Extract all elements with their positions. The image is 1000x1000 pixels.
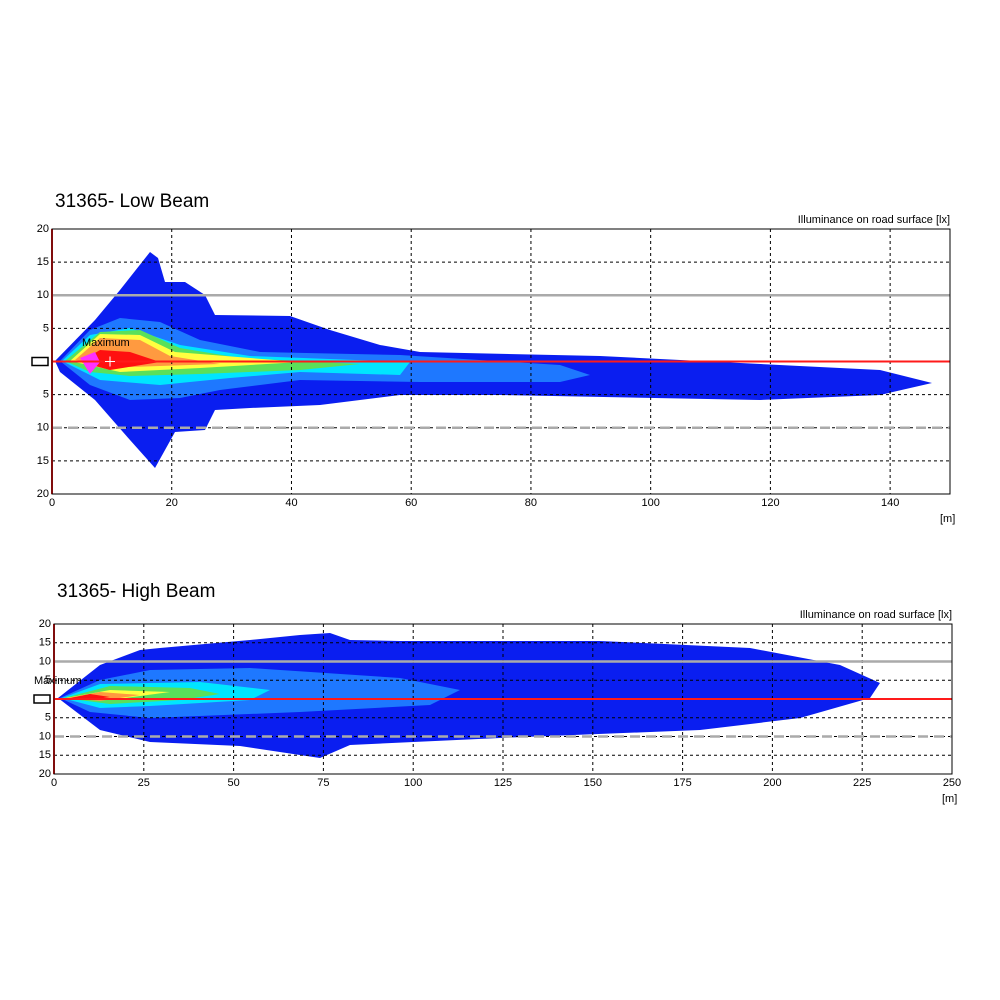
x-tick-label: 60 [405, 497, 417, 509]
caption: Illuminance on road surface [lx] [800, 609, 952, 621]
y-tick-label: 20 [39, 618, 51, 630]
y-tick-label: 5 [45, 674, 51, 686]
contour [58, 633, 880, 758]
y-tick-label: 20 [39, 768, 51, 780]
y-tick-label: 5 [45, 712, 51, 724]
x-tick-label: 225 [853, 777, 871, 789]
x-tick-label: 20 [166, 497, 178, 509]
chart-title: 31365- Low Beam [55, 191, 209, 212]
x-tick-label: 175 [673, 777, 691, 789]
x-tick-label: 125 [494, 777, 512, 789]
low-beam-contours [55, 252, 932, 468]
y-tick-label: 15 [39, 749, 51, 761]
x-tick-label: 40 [285, 497, 297, 509]
contour [80, 350, 160, 370]
x-tick-label: 25 [138, 777, 150, 789]
x-tick-label: 0 [51, 777, 57, 789]
caption: Illuminance on road surface [lx] [798, 214, 950, 226]
x-tick-label: 0 [49, 497, 55, 509]
y-tick-label: 10 [37, 289, 49, 301]
x-tick-label: 50 [227, 777, 239, 789]
y-tick-label: 15 [39, 637, 51, 649]
annotation: Maximum [82, 337, 130, 349]
plot-frame [51, 228, 951, 495]
y-tick-label: 15 [37, 256, 49, 268]
vehicle-icon [33, 694, 51, 704]
y-tick-label: 20 [37, 223, 49, 235]
x-axis-label: [m] [940, 513, 955, 525]
y-tick-label: 5 [43, 322, 49, 334]
y-tick-label: 20 [37, 488, 49, 500]
x-axis-label: [m] [942, 793, 957, 805]
y-tick-label: 15 [37, 455, 49, 467]
contour [80, 352, 100, 374]
x-tick-label: 75 [317, 777, 329, 789]
x-tick-label: 150 [584, 777, 602, 789]
annotation: Maximum [34, 675, 82, 687]
y-tick-label: 10 [39, 655, 51, 667]
x-tick-label: 200 [763, 777, 781, 789]
contour [55, 252, 932, 468]
x-tick-label: 80 [525, 497, 537, 509]
y-tick-label: 10 [37, 422, 49, 434]
vehicle-icon [31, 356, 49, 367]
y-tick-label: 10 [39, 730, 51, 742]
high-beam-contours [58, 633, 880, 758]
x-tick-label: 120 [761, 497, 779, 509]
x-tick-label: 100 [641, 497, 659, 509]
chart-title: 31365- High Beam [57, 581, 215, 602]
x-tick-label: 250 [943, 777, 961, 789]
x-tick-label: 100 [404, 777, 422, 789]
x-tick-label: 140 [881, 497, 899, 509]
plot-frame [53, 623, 953, 775]
y-tick-label: 5 [43, 389, 49, 401]
